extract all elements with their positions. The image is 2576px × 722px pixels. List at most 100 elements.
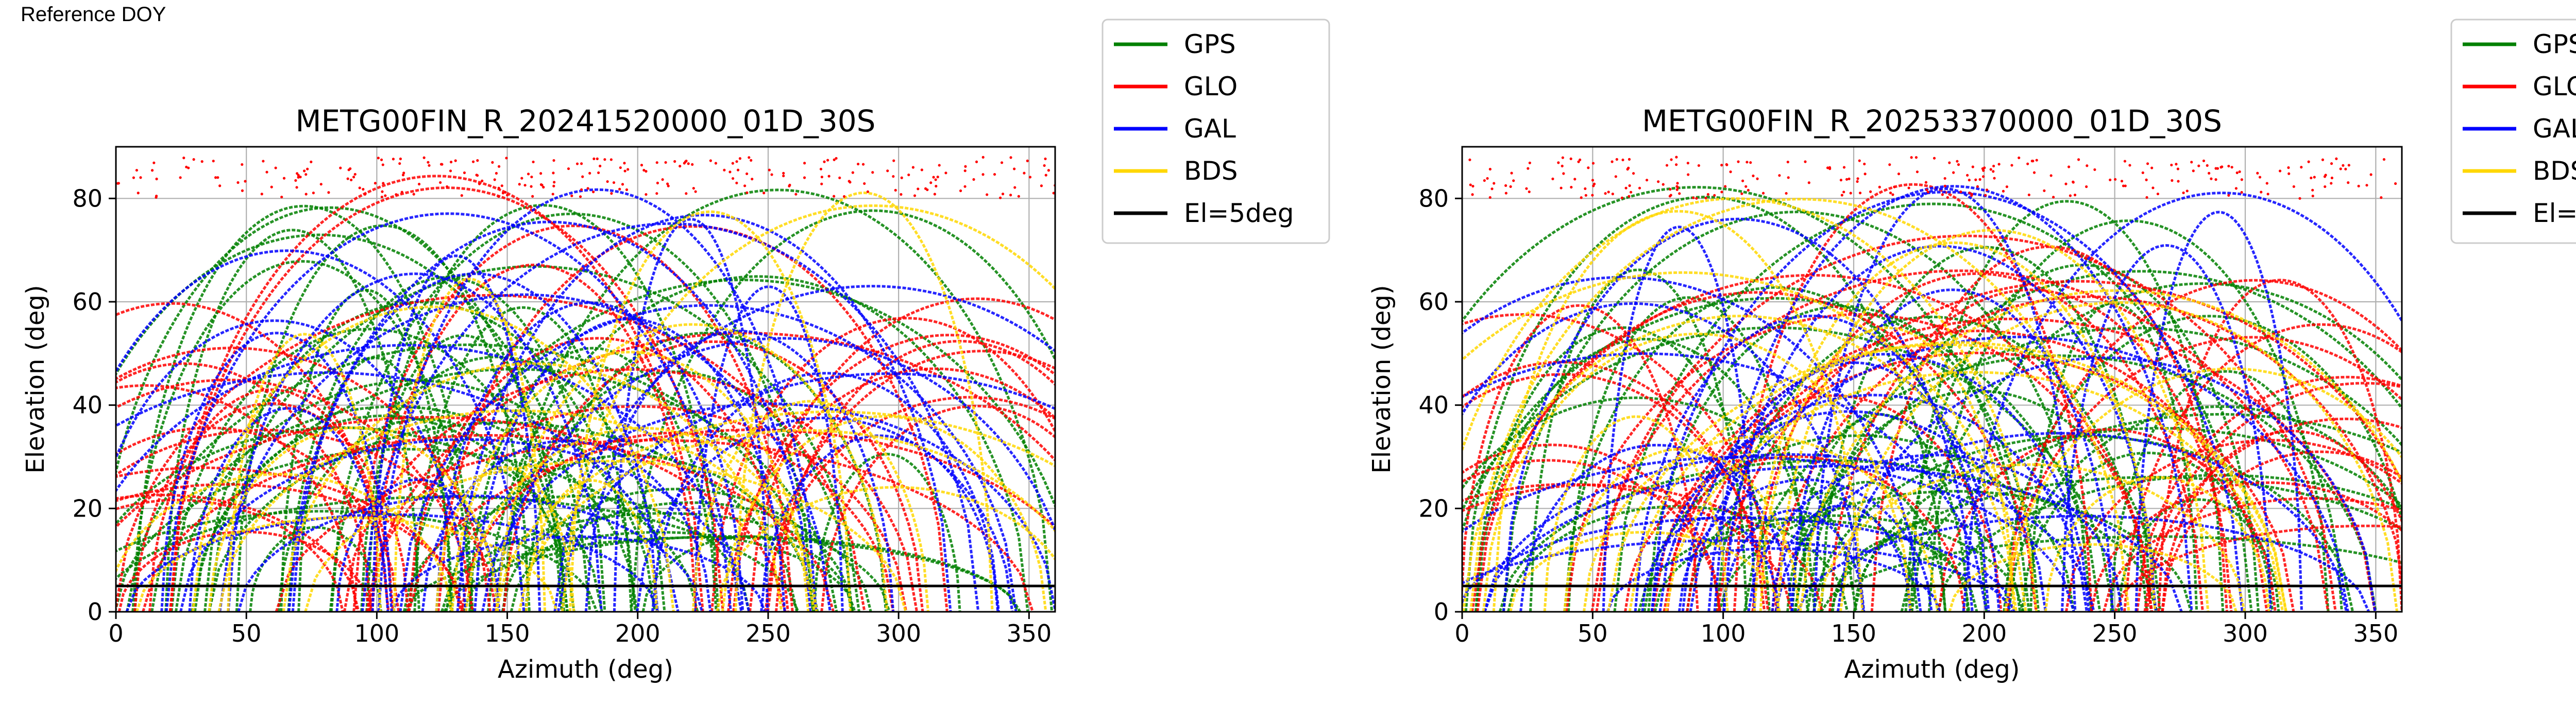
track-point-glo (743, 184, 746, 187)
track-point-glo (838, 177, 841, 179)
track-point-glo (2128, 164, 2131, 166)
track-point-glo (1863, 163, 1866, 165)
track-point-glo (1023, 172, 1025, 175)
track-point-glo (662, 178, 664, 181)
track-point-glo (540, 184, 543, 186)
track-point-glo (619, 166, 622, 169)
track-point-glo (892, 159, 895, 162)
track-point-glo (937, 176, 939, 178)
track-point-glo (1587, 166, 1589, 169)
track-point-glo (2175, 163, 2177, 165)
track-point-glo (1628, 195, 1630, 198)
track-point-glo (384, 194, 386, 197)
track-point-glo (603, 158, 606, 161)
track-point-glo (803, 176, 806, 179)
legend-label: El=5deg (2533, 198, 2576, 228)
track-point-glo (527, 173, 530, 175)
track-point-glo (530, 176, 533, 178)
track-point-glo (1528, 191, 1531, 193)
track-point-glo (2235, 187, 2238, 190)
track-point-glo (2006, 185, 2008, 188)
track-point-glo (613, 181, 615, 184)
track-point-glo (794, 193, 797, 196)
track-point-glo (270, 186, 273, 188)
x-tick-label: 150 (485, 620, 530, 647)
track-point-glo (2394, 182, 2397, 185)
track-point-glo (2239, 170, 2241, 173)
track-point-glo (656, 182, 659, 184)
track-point-glo (1669, 188, 1671, 191)
track-point-glo (788, 184, 791, 186)
track-point-glo (2324, 174, 2327, 176)
y-tick-label: 40 (72, 391, 103, 419)
track-point-glo (294, 179, 297, 182)
track-point-glo (2186, 190, 2189, 192)
track-point-glo (975, 161, 978, 163)
track-point-glo (2313, 176, 2316, 178)
track-point-glo (530, 185, 533, 188)
track-point-glo (350, 179, 352, 181)
track-point-glo (1972, 165, 1974, 168)
track-point-glo (1471, 185, 1474, 187)
track-point-glo (1729, 170, 1732, 173)
track-point-glo (1910, 156, 1913, 159)
track-point-glo (2093, 168, 2096, 171)
track-point-glo (833, 195, 835, 198)
track-point-glo (921, 168, 923, 171)
track-point-glo (2221, 165, 2223, 168)
track-point-glo (2086, 164, 2088, 167)
track-point-glo (2216, 167, 2219, 170)
track-point-glo (1676, 188, 1679, 191)
track-point-glo (241, 190, 244, 192)
track-point-glo (312, 192, 315, 194)
track-point-glo (1632, 172, 1635, 175)
track-point-glo (1615, 175, 1617, 178)
x-tick-label: 300 (876, 620, 921, 647)
track-point-glo (963, 185, 966, 188)
track-point-glo (732, 162, 734, 165)
track-point-glo (2026, 163, 2029, 165)
track-point-glo (588, 172, 591, 175)
track-point-glo (552, 193, 554, 195)
track-point-glo (570, 195, 573, 197)
track-point-glo (2150, 166, 2153, 169)
track-point-glo (364, 193, 366, 196)
y-axis-label: Elevation (deg) (21, 285, 50, 473)
track-point-glo (2236, 171, 2239, 174)
track-point-glo (1029, 176, 1031, 178)
track-point-glo (2321, 159, 2324, 161)
track-point-glo (1676, 186, 1679, 188)
track-point-glo (179, 176, 181, 179)
x-tick-label: 150 (1831, 620, 1876, 647)
track-point-glo (679, 165, 681, 167)
track-point-glo (552, 185, 555, 187)
track-point-glo (932, 176, 935, 179)
track-point-glo (1845, 178, 1848, 181)
track-point-glo (2018, 157, 2020, 159)
track-point-glo (1707, 193, 1709, 196)
track-point-glo (751, 178, 753, 180)
track-point-glo (2145, 179, 2148, 181)
track-point-glo (623, 162, 625, 164)
track-point-glo (1968, 179, 1971, 181)
track-point-glo (498, 165, 500, 168)
track-point-glo (645, 193, 647, 196)
track-point-glo (347, 177, 349, 180)
track-point-glo (463, 171, 466, 174)
track-point-glo (1720, 191, 1723, 193)
track-point-glo (1856, 177, 1859, 180)
track-point-glo (2365, 184, 2368, 186)
track-point-glo (1787, 161, 1789, 163)
track-point-glo (1992, 165, 1995, 167)
track-point-glo (1713, 194, 1716, 197)
track-point-glo (745, 173, 748, 175)
track-point-glo (1740, 193, 1743, 195)
track-point-glo (359, 186, 361, 189)
track-point-glo (1611, 160, 1613, 163)
track-point-glo (2383, 158, 2385, 161)
track-point-glo (1662, 183, 1665, 186)
x-tick-label: 200 (1961, 620, 2007, 647)
track-point-glo (944, 171, 947, 174)
track-point-glo (1557, 161, 1560, 164)
